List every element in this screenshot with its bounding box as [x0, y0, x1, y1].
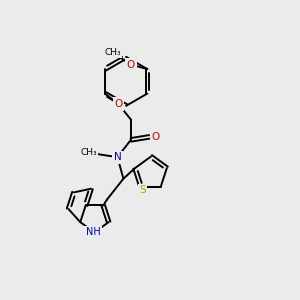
Text: O: O: [114, 99, 122, 109]
Text: O: O: [127, 60, 135, 70]
Text: O: O: [151, 132, 160, 142]
Text: CH₃: CH₃: [105, 48, 121, 57]
Text: S: S: [139, 185, 146, 195]
Text: NH: NH: [85, 227, 100, 237]
Text: CH₃: CH₃: [81, 148, 98, 157]
Text: N: N: [114, 152, 121, 162]
